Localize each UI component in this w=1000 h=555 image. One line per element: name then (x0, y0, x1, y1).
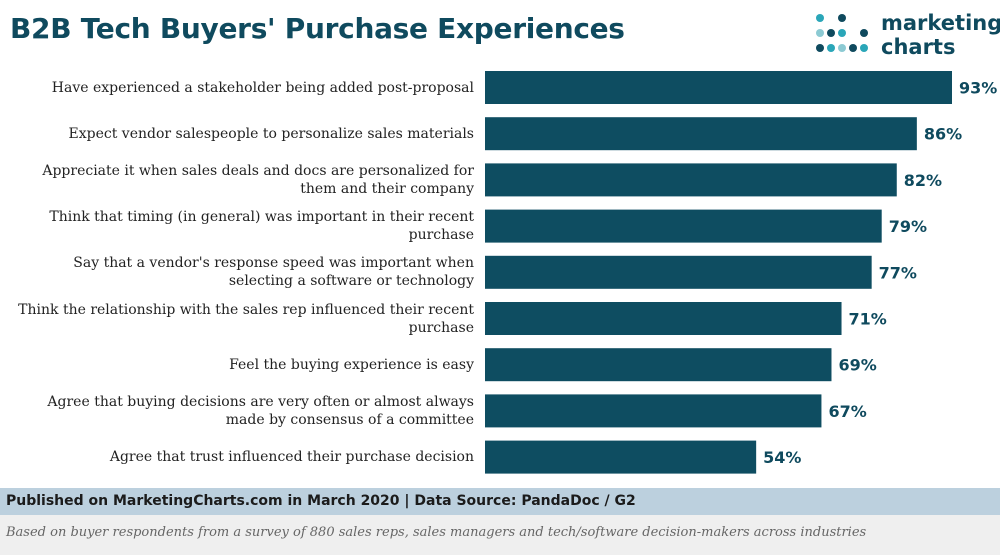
value-label: 86% (924, 125, 962, 144)
category-label-line: Expect vendor salespeople to personalize… (68, 125, 474, 142)
methodology-note: Based on buyer respondents from a survey… (0, 515, 1000, 555)
note-text: Based on buyer respondents from a survey… (6, 525, 867, 540)
category-label-line: purchase (408, 319, 474, 336)
value-label: 54% (763, 448, 801, 467)
category-label-line: Think that timing (in general) was impor… (49, 209, 474, 226)
category-label-line: Say that a vendor's response speed was i… (73, 255, 474, 272)
category-label-line: Agree that trust influenced their purcha… (109, 449, 474, 466)
bar (485, 117, 917, 151)
category-label-line: them and their company (300, 180, 474, 197)
logo-dot (849, 44, 857, 52)
category-label-line: selecting a software or technology (228, 273, 474, 290)
bar (485, 209, 882, 243)
logo-dots-icon (816, 14, 868, 52)
value-label: 93% (959, 79, 997, 98)
value-label: 77% (879, 263, 917, 282)
bar (485, 348, 832, 382)
category-label: Agree that trust influenced their purcha… (10, 448, 474, 466)
value-label: 82% (904, 171, 942, 190)
source-text: Published on MarketingCharts.com in Marc… (6, 493, 636, 509)
category-label-line: Feel the buying experience is easy (229, 356, 474, 373)
bar (485, 255, 872, 289)
logo-dot (816, 29, 824, 37)
bar-chart: 93% 86% 82% 79% 77% 71% 69% 67% 54% Have experie… (0, 62, 1000, 487)
category-label: Have experienced a stakeholder being add… (10, 79, 474, 97)
marketingcharts-logo: marketing charts (815, 10, 1000, 60)
category-label: Expect vendor salespeople to personalize… (10, 125, 474, 143)
logo-dot (816, 14, 824, 22)
category-label-line: Think the relationship with the sales re… (18, 301, 474, 318)
chart-title: B2B Tech Buyers' Purchase Experiences (10, 12, 625, 45)
logo-dot (860, 29, 868, 37)
category-label-line: made by consensus of a committee (225, 411, 474, 428)
logo-word-charts: charts (881, 35, 956, 59)
bar (485, 302, 842, 335)
value-label: 69% (838, 356, 876, 375)
value-label: 67% (828, 402, 866, 421)
category-label-line: Appreciate it when sales deals and docs … (42, 162, 474, 179)
bar (485, 394, 822, 428)
category-label-line: Agree that buying decisions are very oft… (47, 393, 474, 410)
value-label: 71% (849, 310, 887, 329)
category-label: Say that a vendor's response speed was i… (10, 254, 474, 290)
logo-dot (827, 29, 835, 37)
logo-dot (816, 44, 824, 52)
logo-dot (838, 14, 846, 22)
category-label: Agree that buying decisions are very oft… (10, 393, 474, 429)
bar (485, 163, 897, 197)
category-label: Think that timing (in general) was impor… (10, 208, 474, 244)
logo-dot (838, 44, 846, 52)
category-label: Think the relationship with the sales re… (10, 301, 474, 337)
source-footer: Published on MarketingCharts.com in Marc… (0, 488, 1000, 515)
category-label: Appreciate it when sales deals and docs … (10, 162, 474, 198)
logo-dot (860, 44, 868, 52)
logo-dot (827, 44, 835, 52)
logo-word-marketing: marketing (881, 11, 1000, 35)
bar-chart-plot: 93% 86% 82% 79% 77% 71% 69% 67% 54% (485, 71, 997, 474)
category-label-line: purchase (408, 227, 474, 244)
bar (485, 71, 952, 104)
category-label-line: Have experienced a stakeholder being add… (51, 79, 474, 96)
bar (485, 440, 757, 474)
category-label: Feel the buying experience is easy (10, 356, 474, 374)
logo-dot (838, 29, 846, 37)
value-label: 79% (889, 217, 927, 236)
